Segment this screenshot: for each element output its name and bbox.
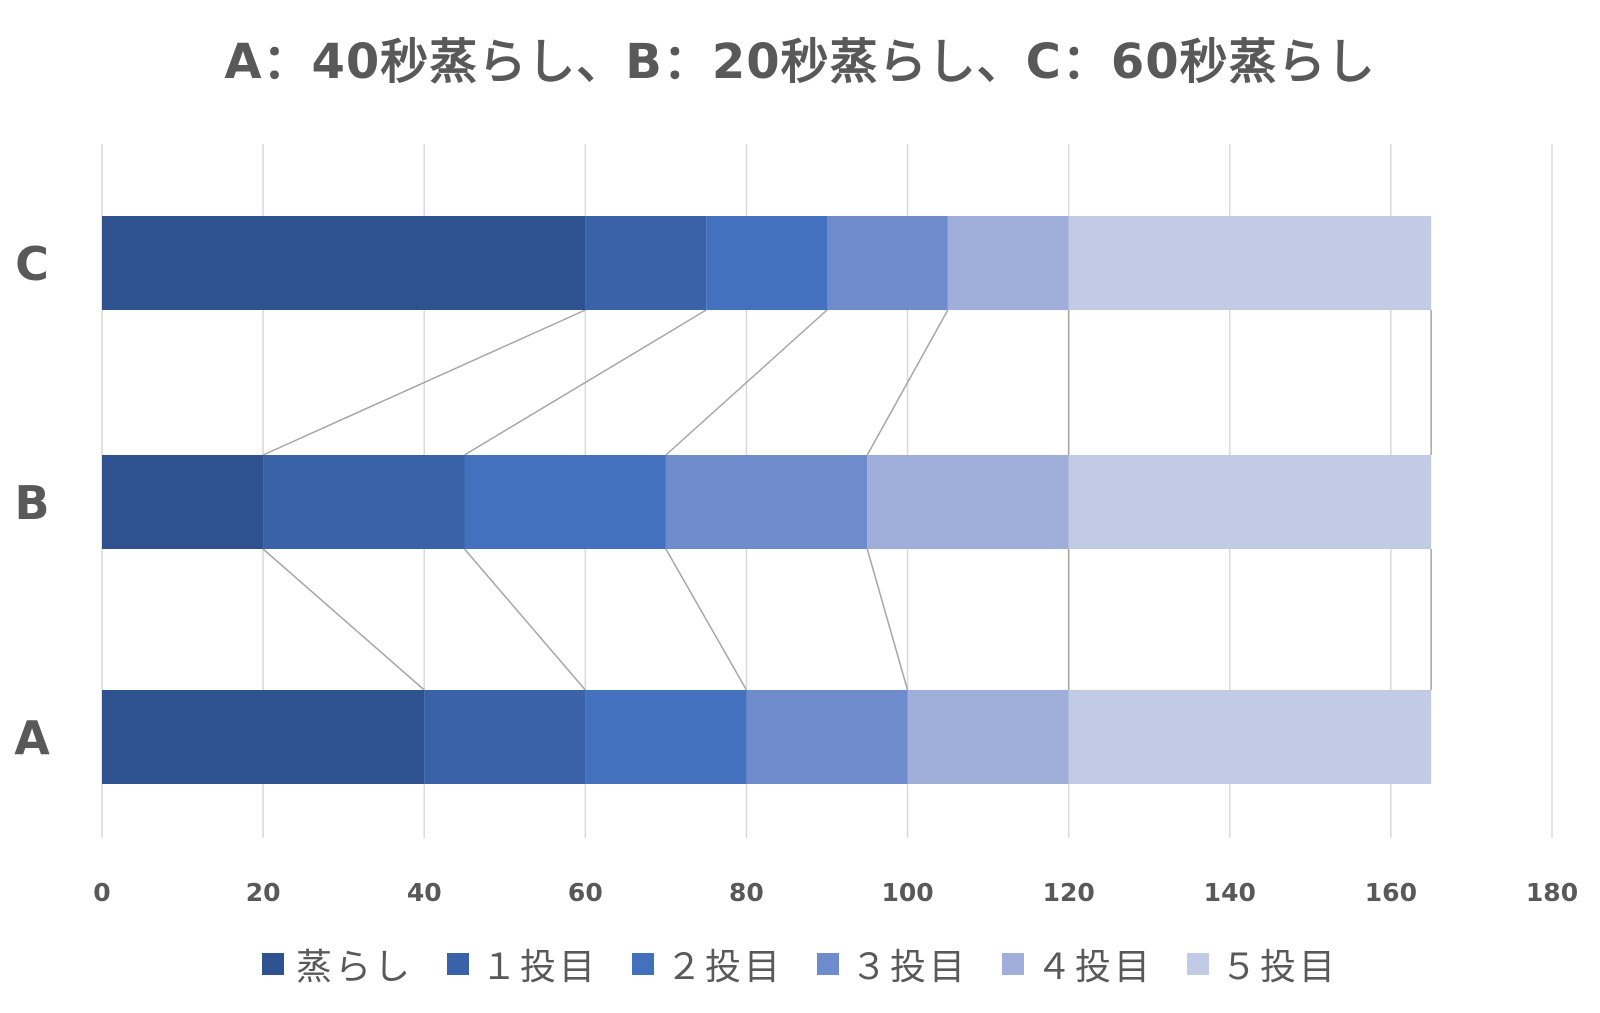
y-axis-category-labels: A B C <box>14 237 50 765</box>
series-connector-line <box>463 548 586 691</box>
bar-segment-B-3 <box>464 455 666 549</box>
x-tick-label: 0 <box>93 878 110 907</box>
bar-segment-C-5 <box>947 216 1069 310</box>
legend-item: ４投目 <box>1002 938 1153 990</box>
legend-swatch <box>1187 953 1210 975</box>
series-connector-line <box>262 309 586 456</box>
legend-item: ２投目 <box>631 938 783 990</box>
series-connector-line <box>866 309 949 456</box>
bar-segment-C-2 <box>585 216 707 310</box>
bar-segment-B-4 <box>665 455 868 549</box>
x-tick-label: 80 <box>729 878 764 907</box>
bar-segment-A-4 <box>746 690 908 784</box>
bar-segment-B-1 <box>102 455 264 549</box>
legend-label: ５投目 <box>1221 947 1339 988</box>
bar-segment-C-4 <box>827 216 948 310</box>
legend-item: ５投目 <box>1187 938 1338 990</box>
y-category-label: C <box>15 237 49 291</box>
series-connector-line <box>665 548 748 691</box>
legend-item: 蒸らし <box>261 938 413 990</box>
y-category-label: B <box>14 476 49 530</box>
x-tick-label: 120 <box>1043 878 1095 907</box>
chart-title: A：40秒蒸らし、B：20秒蒸らし、C：60秒蒸らし <box>224 34 1376 90</box>
bar-segments <box>102 216 1432 784</box>
bar-segment-C-3 <box>706 216 827 310</box>
legend-swatch <box>446 953 469 975</box>
bar-segment-A-3 <box>585 690 747 784</box>
x-tick-label: 20 <box>246 878 281 907</box>
x-axis-tick-labels: 0 20 40 60 80 100 120 140 160 180 <box>93 878 1578 907</box>
legend: 蒸らし １投目 ２投目 ３投目 ４投目 ５投目 <box>0 938 1600 990</box>
legend-label: ２投目 <box>665 947 783 988</box>
x-tick-label: 40 <box>407 878 442 907</box>
legend-swatch <box>817 953 839 975</box>
legend-label: ３投目 <box>851 947 969 988</box>
bar-segment-C-1 <box>102 216 586 310</box>
legend-label: ４投目 <box>1036 947 1154 988</box>
x-tick-label: 140 <box>1204 878 1256 907</box>
y-category-label: A <box>14 711 50 765</box>
bar-segment-A-1 <box>102 690 425 784</box>
series-connector-line <box>262 548 425 691</box>
series-connector-line <box>866 548 909 691</box>
bar-segment-B-6 <box>1068 455 1432 549</box>
bar-segment-A-6 <box>1068 690 1432 784</box>
bar-segment-A-5 <box>907 690 1069 784</box>
bar-segment-A-2 <box>424 690 586 784</box>
series-connector-line <box>464 309 707 456</box>
legend-label: 蒸らし <box>295 947 413 988</box>
x-tick-label: 180 <box>1526 878 1578 907</box>
bar-segment-B-2 <box>263 455 465 549</box>
legend-item: ３投目 <box>817 938 968 990</box>
x-tick-label: 160 <box>1365 878 1417 907</box>
legend-label: １投目 <box>480 947 598 988</box>
series-connector-lines <box>262 309 1432 691</box>
legend-swatch <box>631 953 654 975</box>
legend-swatch <box>261 953 284 975</box>
bar-segment-B-5 <box>867 455 1069 549</box>
x-tick-label: 60 <box>568 878 603 907</box>
x-tick-label: 100 <box>881 878 933 907</box>
legend-item: １投目 <box>446 938 598 990</box>
legend-swatch <box>1002 953 1025 975</box>
bar-segment-C-6 <box>1068 216 1432 310</box>
series-connector-line <box>665 309 828 456</box>
